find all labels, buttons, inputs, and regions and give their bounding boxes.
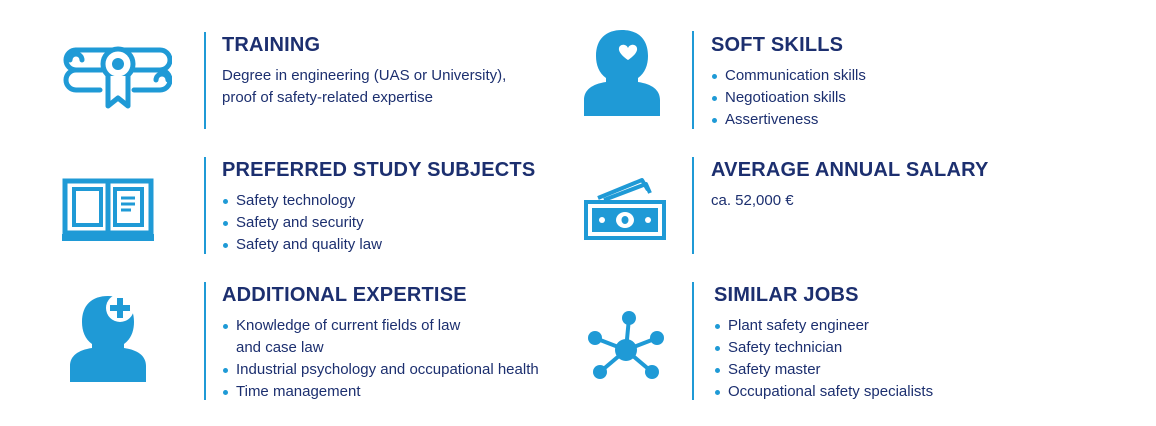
list-item: Safety master <box>714 359 933 381</box>
expertise-list: Knowledge of current fields of law and c… <box>222 315 539 403</box>
list-item: Safety and security <box>222 212 535 234</box>
money-icon <box>584 176 666 242</box>
divider <box>692 31 694 129</box>
section-title: PREFERRED STUDY SUBJECTS <box>222 159 536 181</box>
similar-jobs-list: Plant safety engineer Safety technician … <box>714 315 933 403</box>
list-item: Negotioation skills <box>711 87 866 109</box>
list-item: Communication skills <box>711 65 866 87</box>
divider <box>692 157 694 254</box>
study-subjects-list: Safety technology Safety and security Sa… <box>222 190 535 256</box>
divider <box>204 282 206 400</box>
section-title: SIMILAR JOBS <box>714 284 859 306</box>
person-heart-icon <box>582 28 662 120</box>
divider <box>692 282 694 400</box>
list-item: Industrial psychology and occupational h… <box>222 359 539 381</box>
network-icon <box>586 308 666 384</box>
diploma-icon <box>62 40 172 110</box>
section-title: ADDITIONAL EXPERTISE <box>222 284 467 306</box>
section-title: SOFT SKILLS <box>711 34 844 56</box>
list-item: Safety and quality law <box>222 234 535 256</box>
salary-value: ca. 52,000 € <box>711 192 794 209</box>
list-item: Time management <box>222 381 539 403</box>
list-item: Knowledge of current fields of law and c… <box>222 315 539 359</box>
list-item: Occupational safety specialists <box>714 381 933 403</box>
list-item: Plant safety engineer <box>714 315 933 337</box>
section-title: TRAINING <box>222 34 321 56</box>
list-item: Safety technician <box>714 337 933 359</box>
section-title: AVERAGE ANNUAL SALARY <box>711 159 989 181</box>
list-item: Safety technology <box>222 190 535 212</box>
soft-skills-list: Communication skills Negotioation skills… <box>711 65 866 131</box>
list-item: Assertiveness <box>711 109 866 131</box>
divider <box>204 157 206 254</box>
open-book-icon <box>62 176 154 244</box>
person-plus-icon <box>68 294 150 384</box>
divider <box>204 32 206 129</box>
training-text: Degree in engineering (UAS or University… <box>222 67 507 106</box>
